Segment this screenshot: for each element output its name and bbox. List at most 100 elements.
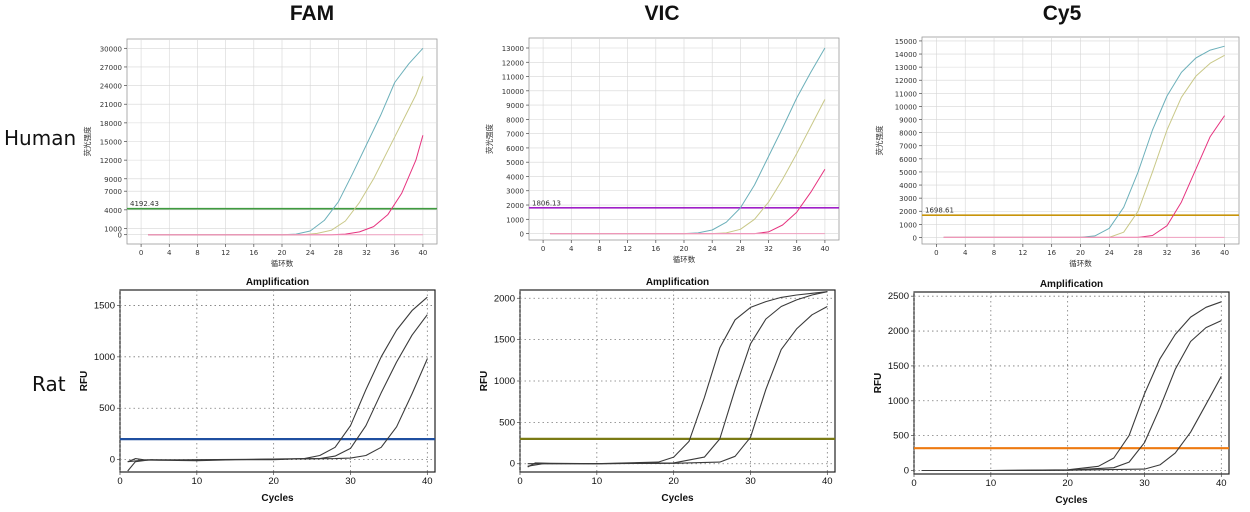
y-tick-label: 12000 xyxy=(100,157,122,165)
x-tick-label: 40 xyxy=(820,245,829,253)
y-tick-label: 4000 xyxy=(899,182,917,190)
x-tick-label: 16 xyxy=(249,249,258,257)
y-tick-label: 30000 xyxy=(100,45,122,53)
x-tick-label: 8 xyxy=(992,249,996,257)
series-line-1 xyxy=(943,45,1225,238)
chart-title: Amplification xyxy=(246,277,309,288)
x-tick-label: 36 xyxy=(792,245,801,253)
x-tick-label: 24 xyxy=(708,245,717,253)
y-tick-label: 1000 xyxy=(899,221,917,229)
x-tick-label: 32 xyxy=(764,245,773,253)
x-tick-label: 20 xyxy=(268,476,279,487)
y-tick-label: 10000 xyxy=(895,103,917,111)
series-line-3 xyxy=(127,358,428,463)
x-tick-label: 32 xyxy=(362,249,371,257)
y-tick-label: 5000 xyxy=(899,169,917,177)
y-tick-label: 7000 xyxy=(104,188,122,196)
y-tick-label: 8000 xyxy=(899,130,917,138)
row-label-human: Human xyxy=(4,126,77,150)
y-axis-label: RFU xyxy=(479,371,490,392)
y-tick-label: 0 xyxy=(520,231,524,239)
x-tick-label: 28 xyxy=(736,245,745,253)
chart-human-fam: 0 4 8 12 16 20 24 28 32 36 40010004000700090001200… xyxy=(82,38,438,268)
y-tick-label: 0 xyxy=(510,459,515,470)
x-tick-label: 0 xyxy=(911,478,916,489)
y-tick-label: 7000 xyxy=(899,143,917,151)
x-tick-label: 0 xyxy=(139,249,143,257)
y-tick-label: 2500 xyxy=(888,291,909,302)
x-tick-label: 36 xyxy=(390,249,399,257)
x-tick-label: 10 xyxy=(592,476,603,487)
y-tick-label: 6000 xyxy=(899,156,917,164)
y-tick-label: 15000 xyxy=(895,38,917,46)
x-axis-label: Cycles xyxy=(661,493,694,504)
y-tick-label: 12000 xyxy=(895,77,917,85)
x-tick-label: 28 xyxy=(1134,249,1143,257)
y-tick-label: 11000 xyxy=(502,74,524,82)
y-tick-label: 0 xyxy=(110,455,115,466)
x-tick-label: 40 xyxy=(1216,478,1227,489)
x-tick-label: 4 xyxy=(569,245,574,253)
x-tick-label: 20 xyxy=(680,245,689,253)
threshold-label: 1698.61 xyxy=(925,207,954,215)
x-tick-label: 30 xyxy=(345,476,356,487)
y-tick-label: 2000 xyxy=(888,326,909,337)
column-title-cy5: Cy5 xyxy=(1042,2,1082,25)
y-tick-label: 9000 xyxy=(506,102,524,110)
y-tick-label: 5000 xyxy=(506,159,524,167)
chart-rat-cy5: 0 10 20 30 40 0 500 1000 1500 2000 2500 Amplificati… xyxy=(873,279,1230,506)
y-tick-label: 4000 xyxy=(104,207,122,215)
y-axis-label: 荧光强度 xyxy=(82,126,92,156)
x-tick-label: 0 xyxy=(117,476,122,487)
y-tick-label: 1000 xyxy=(104,225,122,233)
x-tick-label: 24 xyxy=(306,249,315,257)
x-tick-label: 28 xyxy=(334,249,343,257)
x-tick-label: 32 xyxy=(1162,249,1171,257)
plot-frame xyxy=(119,289,436,473)
y-tick-label: 3000 xyxy=(506,188,524,196)
column-title-vic: VIC xyxy=(644,2,680,25)
x-tick-label: 12 xyxy=(221,249,230,257)
y-axis-label: 荧光强度 xyxy=(484,124,494,154)
chart-rat-fam: 0 10 20 30 40 0 500 1000 1500 Amplification Cycles… xyxy=(79,277,436,504)
y-tick-label: 0 xyxy=(913,234,917,242)
threshold-label: 1806.13 xyxy=(532,199,561,207)
y-tick-label: 4000 xyxy=(506,173,524,181)
x-tick-label: 20 xyxy=(1062,478,1073,489)
x-tick-label: 8 xyxy=(195,249,199,257)
y-tick-label: 24000 xyxy=(100,83,122,91)
chart-rat-vic: 0 10 20 30 40 0 500 1000 1500 2000 Amplification Cy… xyxy=(479,277,836,504)
x-tick-label: 36 xyxy=(1191,249,1200,257)
threshold-label: 4192.43 xyxy=(130,200,159,208)
chart-human-cy5: 0 4 8 12 16 20 24 28 32 36 40 0 1000 2000 3000 4000 5000… xyxy=(874,36,1240,268)
x-tick-label: 20 xyxy=(668,476,679,487)
x-tick-label: 40 xyxy=(422,476,433,487)
y-tick-label: 12000 xyxy=(502,59,524,67)
x-tick-label: 20 xyxy=(278,249,287,257)
chart-title: Amplification xyxy=(1040,279,1103,290)
x-tick-label: 20 xyxy=(1076,249,1085,257)
series-line-2 xyxy=(148,76,424,236)
y-tick-label: 500 xyxy=(499,417,515,428)
y-tick-label: 13000 xyxy=(895,64,917,72)
y-tick-label: 8000 xyxy=(506,116,524,124)
y-tick-label: 1000 xyxy=(506,216,524,224)
y-tick-label: 2000 xyxy=(506,202,524,210)
x-tick-label: 12 xyxy=(1018,249,1027,257)
x-axis-label: Cycles xyxy=(261,493,294,504)
y-tick-label: 9000 xyxy=(104,176,122,184)
x-tick-label: 40 xyxy=(822,476,833,487)
y-tick-label: 18000 xyxy=(100,120,122,128)
x-tick-label: 24 xyxy=(1105,249,1114,257)
x-axis-label: Cycles xyxy=(1055,495,1088,506)
x-tick-label: 40 xyxy=(418,249,427,257)
y-tick-label: 3000 xyxy=(899,195,917,203)
x-tick-label: 16 xyxy=(1047,249,1056,257)
x-tick-label: 8 xyxy=(597,245,601,253)
y-tick-label: 0 xyxy=(118,232,122,240)
series-line-3 xyxy=(921,376,1222,472)
y-tick-label: 500 xyxy=(99,403,115,414)
y-tick-label: 27000 xyxy=(100,64,122,72)
plot-frame xyxy=(913,291,1230,475)
y-tick-label: 1000 xyxy=(94,352,115,363)
